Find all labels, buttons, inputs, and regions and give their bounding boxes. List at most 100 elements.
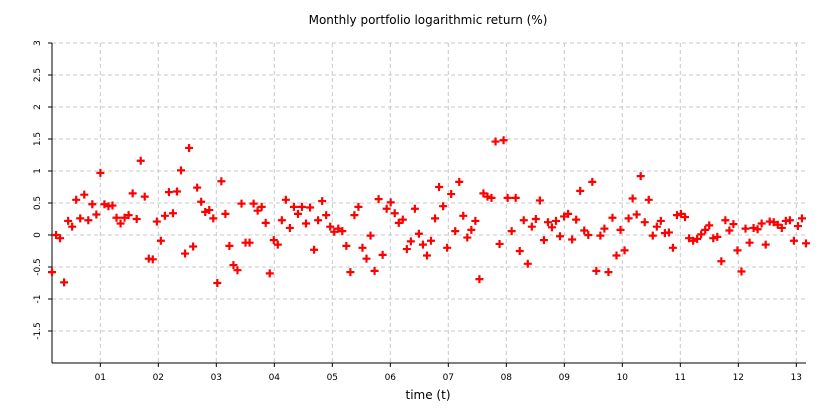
data-point bbox=[511, 193, 520, 202]
data-point bbox=[475, 275, 484, 284]
data-point bbox=[402, 245, 411, 254]
data-point bbox=[237, 199, 246, 208]
data-point bbox=[378, 250, 387, 259]
data-point bbox=[398, 215, 407, 224]
data-point bbox=[136, 156, 145, 165]
data-point bbox=[785, 216, 794, 225]
data-point bbox=[612, 251, 621, 260]
data-point bbox=[721, 216, 730, 225]
data-point bbox=[326, 222, 335, 231]
data-point bbox=[164, 188, 173, 197]
data-point bbox=[757, 219, 766, 228]
data-point bbox=[652, 222, 661, 231]
data-point bbox=[685, 234, 694, 243]
data-point bbox=[56, 234, 65, 243]
data-point bbox=[427, 236, 436, 245]
data-point bbox=[701, 225, 710, 234]
data-point bbox=[120, 213, 129, 222]
data-point bbox=[487, 193, 496, 202]
data-point bbox=[172, 187, 181, 196]
data-point bbox=[664, 228, 673, 237]
data-point bbox=[628, 194, 637, 203]
data-point bbox=[72, 195, 81, 204]
x-tick-label: 02 bbox=[153, 373, 164, 383]
data-point bbox=[672, 211, 681, 220]
data-point bbox=[205, 206, 214, 215]
y-tick-label: -1.5 bbox=[33, 322, 43, 340]
data-point bbox=[253, 206, 262, 215]
data-point bbox=[257, 202, 266, 211]
y-tick-label: 1 bbox=[33, 168, 43, 174]
data-point bbox=[181, 249, 190, 258]
data-point bbox=[564, 209, 573, 218]
data-point bbox=[737, 267, 746, 276]
data-point bbox=[741, 224, 750, 233]
data-point bbox=[350, 211, 359, 220]
data-point bbox=[128, 189, 137, 198]
data-point bbox=[572, 215, 581, 224]
data-point bbox=[697, 230, 706, 239]
data-point bbox=[185, 143, 194, 152]
data-point bbox=[362, 254, 371, 263]
data-point bbox=[302, 219, 311, 228]
data-point bbox=[209, 214, 218, 223]
data-point bbox=[330, 227, 339, 236]
data-point bbox=[285, 223, 294, 232]
x-tick-label: 06 bbox=[385, 373, 397, 383]
data-point bbox=[636, 172, 645, 181]
data-point bbox=[168, 209, 177, 218]
data-point bbox=[523, 259, 532, 268]
data-point bbox=[197, 197, 206, 206]
data-point bbox=[96, 168, 105, 177]
x-tick-label: 01 bbox=[95, 373, 106, 383]
data-point bbox=[769, 218, 778, 227]
data-point bbox=[338, 227, 347, 236]
x-axis-ticks: 0102030405060708091011121314 bbox=[95, 363, 802, 383]
data-point bbox=[370, 266, 379, 275]
data-point bbox=[580, 226, 589, 235]
data-point bbox=[535, 196, 544, 205]
data-point bbox=[725, 226, 734, 235]
data-point bbox=[310, 245, 319, 254]
data-point bbox=[297, 202, 306, 211]
data-point bbox=[261, 218, 270, 227]
data-point bbox=[761, 240, 770, 249]
data-point bbox=[596, 231, 605, 240]
data-point bbox=[588, 177, 597, 186]
data-point bbox=[499, 136, 508, 145]
data-point bbox=[431, 214, 440, 223]
data-point bbox=[793, 222, 802, 231]
data-point bbox=[265, 269, 274, 278]
data-point bbox=[152, 217, 161, 226]
data-point bbox=[713, 232, 722, 241]
data-point bbox=[245, 238, 254, 247]
data-point bbox=[80, 190, 89, 199]
data-point bbox=[539, 236, 548, 245]
data-point bbox=[281, 195, 290, 204]
data-point bbox=[422, 251, 431, 260]
data-point bbox=[802, 239, 810, 248]
data-point bbox=[789, 236, 798, 245]
x-tick-label: 13 bbox=[791, 373, 802, 383]
data-point bbox=[418, 240, 427, 249]
data-point bbox=[269, 236, 278, 245]
data-point bbox=[608, 213, 617, 222]
x-tick-label: 08 bbox=[501, 373, 513, 383]
y-tick-label: -0.5 bbox=[33, 258, 43, 276]
data-point bbox=[116, 219, 125, 228]
data-point bbox=[314, 216, 323, 225]
data-point bbox=[217, 177, 226, 186]
x-axis-label: time (t) bbox=[406, 388, 451, 402]
data-point bbox=[620, 246, 629, 255]
data-point bbox=[160, 211, 169, 220]
data-point bbox=[64, 216, 73, 225]
data-point bbox=[342, 241, 351, 250]
data-point bbox=[604, 268, 613, 277]
data-point bbox=[584, 231, 593, 239]
data-point bbox=[148, 255, 157, 264]
data-point bbox=[140, 192, 149, 201]
data-point bbox=[777, 223, 786, 232]
data-point bbox=[467, 225, 476, 234]
